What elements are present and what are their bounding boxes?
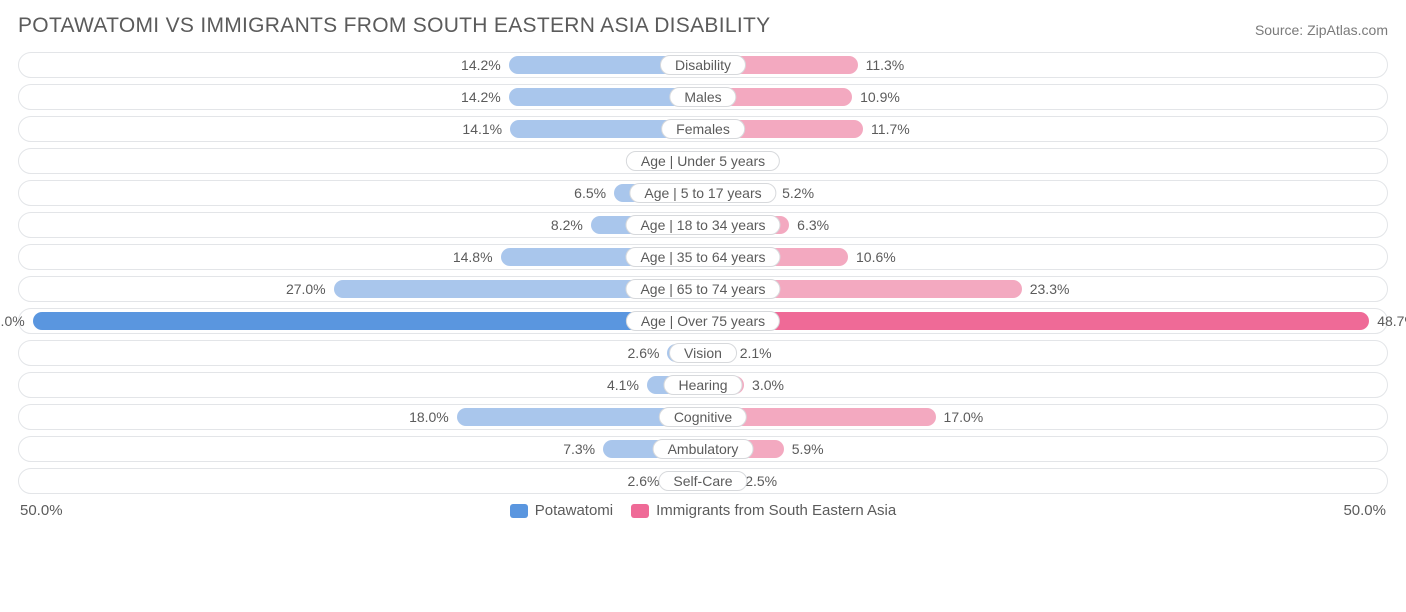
value-right: 3.0% — [752, 373, 784, 397]
value-right: 2.5% — [745, 469, 777, 493]
legend-item-left: Potawatomi — [510, 502, 613, 519]
category-pill: Vision — [669, 343, 737, 363]
value-left: 18.0% — [409, 405, 449, 429]
chart-footer: 50.0% Potawatomi Immigrants from South E… — [0, 500, 1406, 533]
chart-row: 8.2% 6.3% Age | 18 to 34 years — [18, 212, 1388, 238]
value-left: 6.5% — [574, 181, 606, 205]
axis-max-right: 50.0% — [1343, 502, 1386, 519]
value-right: 5.2% — [782, 181, 814, 205]
legend-swatch-left — [510, 504, 528, 518]
source-attribution: Source: ZipAtlas.com — [1255, 22, 1388, 38]
chart-title: POTAWATOMI VS IMMIGRANTS FROM SOUTH EAST… — [18, 14, 770, 38]
value-left: 2.6% — [628, 469, 660, 493]
chart-row: 2.6% 2.1%Vision — [18, 340, 1388, 366]
chart-row: 27.0% 23.3% Age | 65 to 74 years — [18, 276, 1388, 302]
legend: Potawatomi Immigrants from South Eastern… — [63, 502, 1344, 519]
value-right: 11.7% — [871, 117, 910, 141]
category-pill: Hearing — [663, 375, 742, 395]
category-pill: Age | 65 to 74 years — [625, 279, 780, 299]
chart-row: 14.2% 11.3% Disability — [18, 52, 1388, 78]
chart-row: 49.0%48.7%Age | Over 75 years — [18, 308, 1388, 334]
diverging-bar-chart: 14.2% 11.3% Disability 14.2% 10.9% Males 14.1%… — [0, 46, 1406, 494]
chart-row: 1.4%1.1%Age | Under 5 years — [18, 148, 1388, 174]
category-pill: Cognitive — [659, 407, 747, 427]
chart-row: 2.6% 2.5%Self-Care — [18, 468, 1388, 494]
value-right: 48.7% — [1377, 309, 1406, 333]
value-left: 14.2% — [461, 53, 501, 77]
chart-row: 14.2% 10.9% Males — [18, 84, 1388, 110]
category-pill: Age | Under 5 years — [626, 151, 780, 171]
value-left: 14.1% — [462, 117, 502, 141]
axis-max-left: 50.0% — [20, 502, 63, 519]
category-pill: Disability — [660, 55, 746, 75]
value-left: 27.0% — [286, 277, 326, 301]
value-right: 6.3% — [797, 213, 829, 237]
value-right: 10.6% — [856, 245, 896, 269]
chart-row: 6.5% 5.2% Age | 5 to 17 years — [18, 180, 1388, 206]
chart-row: 14.1% 11.7% Females — [18, 116, 1388, 142]
value-right: 17.0% — [944, 405, 984, 429]
value-left: 49.0% — [0, 309, 25, 333]
value-right: 5.9% — [792, 437, 824, 461]
value-left: 7.3% — [563, 437, 595, 461]
category-pill: Age | 18 to 34 years — [625, 215, 780, 235]
legend-label-left: Potawatomi — [535, 502, 613, 519]
value-left: 2.6% — [628, 341, 660, 365]
value-left: 4.1% — [607, 373, 639, 397]
chart-row: 18.0% 17.0% Cognitive — [18, 404, 1388, 430]
chart-row: 14.8% 10.6% Age | 35 to 64 years — [18, 244, 1388, 270]
bar-right — [703, 312, 1369, 330]
value-right: 2.1% — [740, 341, 772, 365]
value-left: 14.8% — [453, 245, 493, 269]
category-pill: Age | 5 to 17 years — [629, 183, 776, 203]
bar-left — [33, 312, 703, 330]
category-pill: Self-Care — [658, 471, 747, 491]
category-pill: Males — [669, 87, 736, 107]
legend-swatch-right — [631, 504, 649, 518]
legend-item-right: Immigrants from South Eastern Asia — [631, 502, 896, 519]
legend-label-right: Immigrants from South Eastern Asia — [656, 502, 896, 519]
category-pill: Ambulatory — [653, 439, 754, 459]
value-right: 10.9% — [860, 85, 900, 109]
value-right: 23.3% — [1030, 277, 1070, 301]
chart-row: 7.3% 5.9% Ambulatory — [18, 436, 1388, 462]
value-right: 11.3% — [866, 53, 905, 77]
chart-row: 4.1% 3.0% Hearing — [18, 372, 1388, 398]
category-pill: Age | Over 75 years — [626, 311, 780, 331]
value-left: 8.2% — [551, 213, 583, 237]
value-left: 14.2% — [461, 85, 501, 109]
category-pill: Females — [661, 119, 745, 139]
category-pill: Age | 35 to 64 years — [625, 247, 780, 267]
